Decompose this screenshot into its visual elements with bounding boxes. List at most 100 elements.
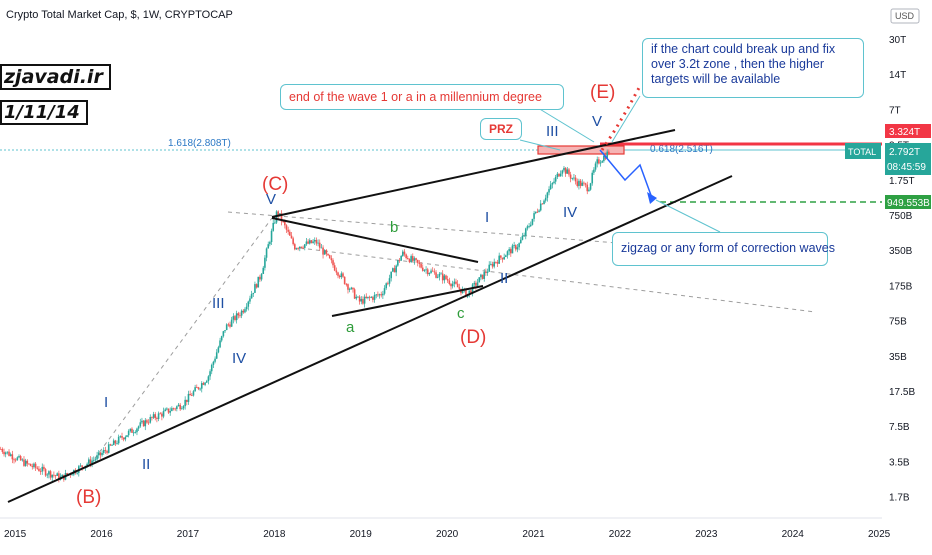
candle-down <box>202 383 205 385</box>
candle-up <box>538 210 540 212</box>
x-tick-label: 2022 <box>609 529 632 540</box>
candle-up <box>164 409 167 412</box>
price-axis-ticks: 30T14T7T3.5T1.75T750B350B175B75B35B17.5B… <box>889 35 915 504</box>
candle-up <box>546 192 549 198</box>
candle-up <box>250 294 253 299</box>
candle-down <box>353 289 356 299</box>
note-leader-prz <box>519 139 561 151</box>
candle-up <box>21 459 24 461</box>
fib-0618-label: 0.618(2.516T) <box>650 144 713 155</box>
candle-down <box>403 251 406 255</box>
currency-label: USD <box>895 11 915 21</box>
candle-down <box>189 393 191 396</box>
candle-up <box>171 408 173 412</box>
candle-down <box>481 274 484 279</box>
candle-up <box>468 290 471 294</box>
candle-down <box>495 261 497 263</box>
wave-label-3a: III <box>212 295 225 312</box>
currency-box[interactable] <box>890 8 920 24</box>
candle-down <box>569 174 572 179</box>
candle-down <box>568 169 570 175</box>
candle-down <box>598 159 600 164</box>
candle-up <box>430 270 432 273</box>
candle-down <box>104 450 107 452</box>
candle-down <box>3 451 5 455</box>
note-zigzag[interactable]: zigzag or any form of correction waves <box>612 232 835 266</box>
candle-up <box>214 358 216 362</box>
candle-up <box>169 411 171 413</box>
candle-down <box>26 460 29 464</box>
target-price-text: 3.324T <box>889 127 920 138</box>
note-leader-2 <box>611 95 641 143</box>
candle-up <box>139 422 142 427</box>
countdown-text: 08:45:59 <box>887 162 926 173</box>
y-tick-label: 30T <box>889 35 906 46</box>
candle-down <box>583 182 585 184</box>
candle-up <box>76 472 78 474</box>
candle-up <box>149 416 152 423</box>
candle-up <box>539 203 542 211</box>
candle-up <box>152 414 155 418</box>
candle-down <box>122 437 125 440</box>
candle-up <box>305 241 308 245</box>
candle-up <box>511 245 514 254</box>
candle-down <box>297 248 299 250</box>
candle-up <box>209 371 211 377</box>
candle-down <box>496 262 499 264</box>
candle-up <box>217 347 220 353</box>
candle-up <box>385 283 387 289</box>
candle-down <box>195 387 198 388</box>
wave-label-1a: I <box>104 394 108 411</box>
candle-up <box>543 200 545 205</box>
candle-up <box>232 316 235 320</box>
candle-down <box>574 177 577 182</box>
candle-up <box>298 246 301 249</box>
candle-down <box>285 225 288 230</box>
candle-down <box>294 244 296 250</box>
candle-down <box>435 272 437 278</box>
candle-up <box>177 404 180 407</box>
wave-label-1b: I <box>485 209 489 226</box>
candle-down <box>106 451 108 453</box>
candle-down <box>146 420 148 423</box>
candle-down <box>159 413 162 415</box>
candle-down <box>227 324 230 326</box>
candle-up <box>533 213 535 219</box>
prz-label-box[interactable]: PRZ <box>480 118 522 140</box>
candle-up <box>210 364 213 372</box>
candle-down <box>114 440 117 444</box>
candle-down <box>36 467 39 469</box>
chart-title: Crypto Total Market Cap, $, 1W, CRYPTOCA… <box>6 9 233 21</box>
candle-up <box>252 292 255 295</box>
dashed-channel-line-2 <box>227 211 681 249</box>
note-breakout[interactable]: if the chart could break up and fix over… <box>642 38 864 98</box>
candle-up <box>116 443 118 445</box>
y-tick-label: 75B <box>889 317 907 328</box>
candle-down <box>380 294 383 296</box>
time-axis-ticks: 2015 2016 2017 2018 2019 2020 2021 2022 2023 2024… <box>4 529 891 540</box>
candle-up <box>182 406 185 409</box>
candle-down <box>415 258 417 260</box>
candle-down <box>558 173 560 177</box>
wave-label-5b: V <box>592 113 602 130</box>
candle-up <box>548 189 550 193</box>
candle-up <box>6 451 9 453</box>
x-tick-label: 2019 <box>350 529 373 540</box>
candle-down <box>433 271 436 273</box>
note-wave-end[interactable]: end of the wave 1 or a in a millennium d… <box>280 84 564 110</box>
candle-up <box>46 474 49 476</box>
candle-up <box>551 183 554 185</box>
candle-up <box>554 177 557 182</box>
candle-down <box>393 268 396 273</box>
candle-down <box>362 299 364 304</box>
candle-down <box>318 242 321 248</box>
candle-up <box>544 197 547 201</box>
price-axis[interactable] <box>882 0 932 550</box>
candle-down <box>282 221 284 223</box>
candle-up <box>367 296 369 298</box>
candle-down <box>485 271 487 273</box>
candle-up <box>184 399 186 407</box>
candle-up <box>451 283 454 287</box>
candle-up <box>603 155 605 162</box>
